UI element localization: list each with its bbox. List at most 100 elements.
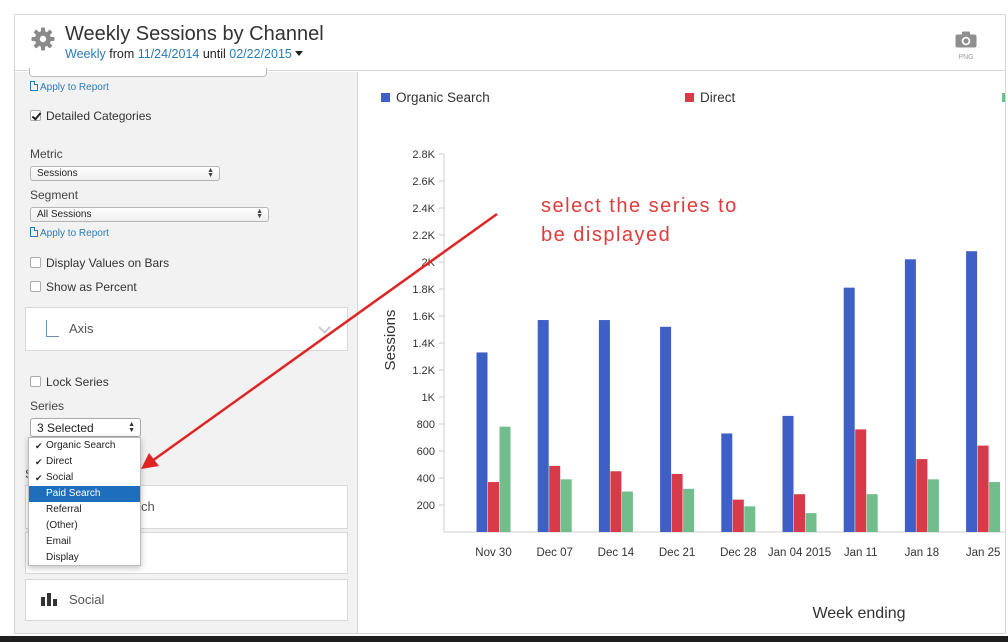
metric-label: Metric	[30, 147, 63, 161]
select-arrows-icon: ▲ ▼	[128, 421, 135, 434]
from-text: from	[109, 47, 135, 61]
legend-swatch	[1002, 93, 1005, 102]
series-option-label: Display	[46, 552, 79, 563]
bottom-bar	[0, 636, 1008, 642]
bar-series-3	[744, 506, 756, 532]
legend-swatch	[685, 93, 694, 102]
series-option-label: Referral	[46, 504, 82, 515]
legend-social-clipped[interactable]	[1002, 90, 1005, 105]
x-tick-label: Dec 14	[598, 547, 635, 559]
detailed-categories-checkbox[interactable]: Detailed Categories	[30, 109, 151, 123]
bar-direct	[916, 459, 928, 532]
series-option[interactable]: Email	[29, 534, 140, 550]
bar-organic-search	[537, 320, 549, 532]
series-option[interactable]: ✔ Organic Search	[29, 438, 140, 454]
period-link[interactable]: Weekly	[65, 47, 106, 61]
y-tick-label: 600	[417, 446, 435, 458]
segment-label: Segment	[30, 188, 79, 202]
series-option[interactable]: Paid Search	[29, 486, 140, 502]
checkbox-icon[interactable]	[30, 376, 41, 387]
x-tick-label: Dec 21	[659, 547, 695, 559]
y-tick-label: 2K	[422, 257, 436, 269]
series-label: Series	[30, 399, 65, 413]
lock-series-label: Lock Series	[46, 375, 109, 389]
y-tick-label: 1K	[422, 392, 436, 404]
caret-down-icon[interactable]	[294, 51, 303, 56]
gear-icon[interactable]	[31, 27, 55, 51]
legend-direct[interactable]: Direct	[685, 90, 735, 105]
start-date-link[interactable]: 11/24/2014	[137, 47, 200, 61]
report-window: Weekly Sessions by Channel Weekly from 1…	[14, 14, 1006, 634]
legend-swatch	[381, 93, 390, 102]
series-select[interactable]: 3 Selected ▲ ▼	[30, 418, 141, 437]
bar-series-3	[499, 426, 511, 532]
date-range-selector[interactable]: Weekly from 11/24/2014 until 02/22/2015	[65, 47, 303, 61]
bar-direct	[855, 429, 867, 532]
apply-to-report-link[interactable]: Apply to Report	[30, 81, 109, 93]
settings-panel: Apply to Report Detailed Categories Metr…	[15, 68, 358, 633]
bar-direct	[549, 465, 561, 532]
chevron-down-icon[interactable]	[318, 321, 331, 334]
bar-organic-search	[782, 415, 794, 532]
select-arrows-icon: ▲ ▼	[207, 167, 214, 179]
page-title: Weekly Sessions by Channel	[65, 23, 324, 45]
until-text: until	[202, 47, 226, 61]
clipped-select[interactable]	[29, 68, 267, 77]
legend-label: Direct	[700, 90, 736, 105]
axis-section-label: Axis	[69, 321, 94, 336]
checkmark-icon: ✔	[35, 473, 43, 483]
bar-organic-search	[843, 287, 855, 532]
metric-select[interactable]: Sessions ▲ ▼	[30, 166, 220, 181]
legend-label: Organic Search	[396, 90, 490, 105]
social-section[interactable]: Social	[25, 579, 348, 621]
axis-icon	[46, 320, 59, 337]
bar-direct	[794, 494, 805, 532]
y-axis-title: Sessions	[382, 310, 399, 371]
bar-series-3	[989, 482, 1001, 532]
series-option[interactable]: Display	[29, 550, 140, 566]
bar-organic-search	[904, 259, 916, 532]
apply-link-label: Apply to Report	[40, 82, 109, 93]
x-tick-label: Jan 25	[966, 547, 1001, 559]
bar-organic-search	[476, 352, 488, 532]
y-tick-label: 2.6K	[412, 176, 435, 188]
detailed-categories-label: Detailed Categories	[46, 109, 152, 123]
x-tick-label: Dec 28	[720, 547, 756, 559]
x-tick-label: Jan 11	[844, 547, 878, 559]
bar-chart-icon	[41, 593, 61, 606]
show-percent-checkbox[interactable]: Show as Percent	[30, 280, 137, 294]
y-tick-label: 200	[417, 500, 435, 512]
display-values-checkbox[interactable]: Display Values on Bars	[30, 256, 169, 270]
checkbox-icon[interactable]	[30, 281, 41, 292]
x-tick-label: Nov 30	[475, 547, 511, 559]
checkmark-icon: ✔	[35, 457, 43, 467]
checkbox-checked-icon[interactable]	[30, 110, 41, 121]
series-dropdown-list[interactable]: ✔ Organic Search ✔ Direct ✔ Social Paid Search…	[28, 437, 141, 566]
y-tick-label: 800	[417, 419, 435, 431]
camera-icon	[955, 31, 977, 48]
legend-organic-search[interactable]: Organic Search	[381, 90, 490, 105]
checkbox-icon[interactable]	[30, 257, 41, 268]
checkmark-icon: ✔	[35, 441, 43, 451]
series-option[interactable]: (Other)	[29, 518, 140, 534]
y-tick-label: 1.6K	[412, 311, 435, 323]
series-option[interactable]: ✔ Social	[29, 470, 140, 486]
x-tick-label: Jan 18	[905, 547, 940, 559]
y-tick-label: 2.4K	[412, 203, 435, 215]
end-date-link[interactable]: 02/22/2015	[229, 47, 292, 61]
series-option-label: Direct	[46, 456, 73, 467]
chart-area: Organic Search Direct 200 400 600 800 1K 1.2K…	[359, 72, 1005, 633]
series-option[interactable]: Referral	[29, 502, 140, 518]
bar-series-3	[927, 479, 939, 532]
axis-section[interactable]: Axis	[25, 307, 348, 351]
social-section-label: Social	[69, 592, 105, 607]
segment-select[interactable]: All Sessions ▲ ▼	[30, 207, 269, 222]
bar-direct	[732, 499, 744, 532]
series-option[interactable]: ✔ Direct	[29, 454, 140, 470]
annotation-line-1: select the series to	[541, 195, 738, 217]
apply-to-report-link-2[interactable]: Apply to Report	[30, 227, 109, 239]
show-percent-label: Show as Percent	[46, 280, 137, 294]
export-png-button[interactable]: PNG	[953, 31, 979, 61]
bar-series-3	[866, 494, 878, 532]
lock-series-checkbox[interactable]: Lock Series	[30, 375, 109, 389]
